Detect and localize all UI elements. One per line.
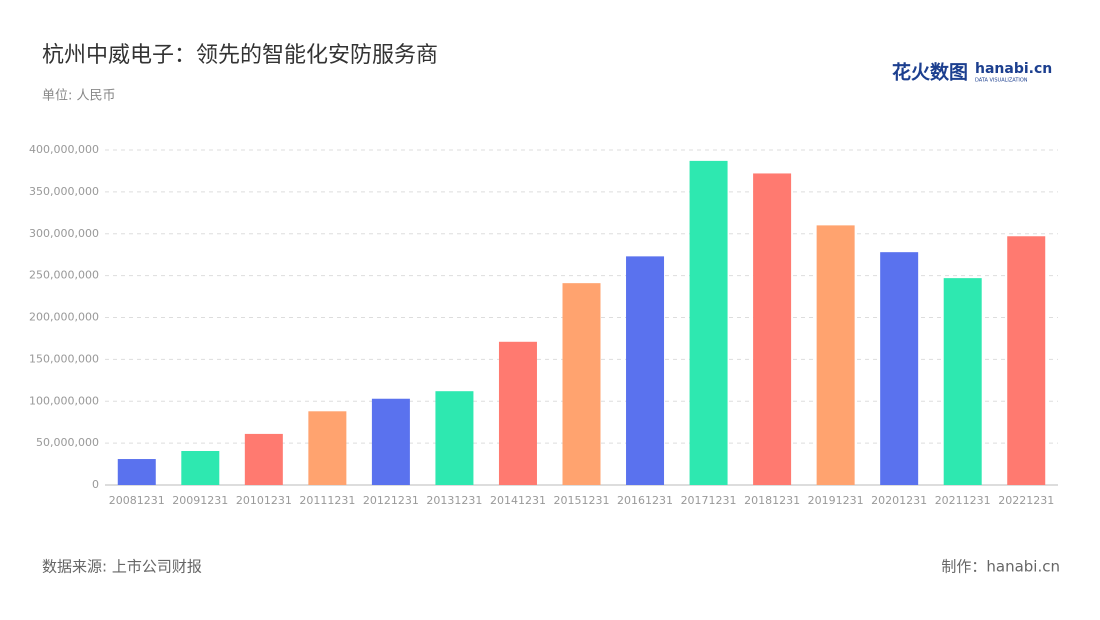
x-tick-label: 20141231 [490,494,546,507]
y-tick-label: 300,000,000 [29,227,99,240]
y-tick-label: 400,000,000 [29,143,99,156]
y-tick-label: 150,000,000 [29,352,99,365]
x-tick-label: 20171231 [681,494,737,507]
x-tick-label: 20221231 [998,494,1054,507]
x-tick-label: 20101231 [236,494,292,507]
bar [435,391,474,485]
bar [244,433,283,485]
credit: 制作：hanabi.cn [941,558,1060,576]
x-tick-label: 20081231 [109,494,165,507]
logo-tagline: DATA VISUALIZATION [975,78,1028,84]
x-tick-label: 20091231 [172,494,228,507]
bar [371,398,410,485]
bar [753,173,792,485]
bar [117,459,156,485]
x-tick-label: 20121231 [363,494,419,507]
subtitle: 单位: 人民币 [42,89,116,104]
x-tick-label: 20161231 [617,494,673,507]
x-tick-label: 20151231 [554,494,610,507]
bar [689,160,728,485]
y-tick-label: 250,000,000 [29,269,99,282]
bar [562,283,601,485]
bar [1007,236,1046,485]
y-tick-label: 0 [92,478,99,491]
x-tick-label: 20211231 [935,494,991,507]
bar [181,450,220,485]
chart-title: 杭州中威电子：领先的智能化安防服务商 [42,43,438,68]
bar [943,278,982,485]
x-tick-label: 20191231 [808,494,864,507]
logo-cn: 花火数图 [892,61,968,84]
bar [626,256,665,485]
logo-en: hanabi.cn [975,61,1052,77]
source: 数据来源: 上市公司财报 [42,558,202,576]
y-tick-label: 350,000,000 [29,185,99,198]
y-tick-label: 200,000,000 [29,311,99,324]
x-tick-label: 20201231 [871,494,927,507]
x-tick-label: 20181231 [744,494,800,507]
x-tick-label: 20131231 [426,494,482,507]
bar [308,411,347,485]
x-tick-label: 20111231 [299,494,355,507]
bar [498,341,537,485]
y-tick-label: 50,000,000 [36,436,99,449]
y-tick-label: 100,000,000 [29,394,99,407]
bar [880,252,919,485]
bar [816,225,855,485]
